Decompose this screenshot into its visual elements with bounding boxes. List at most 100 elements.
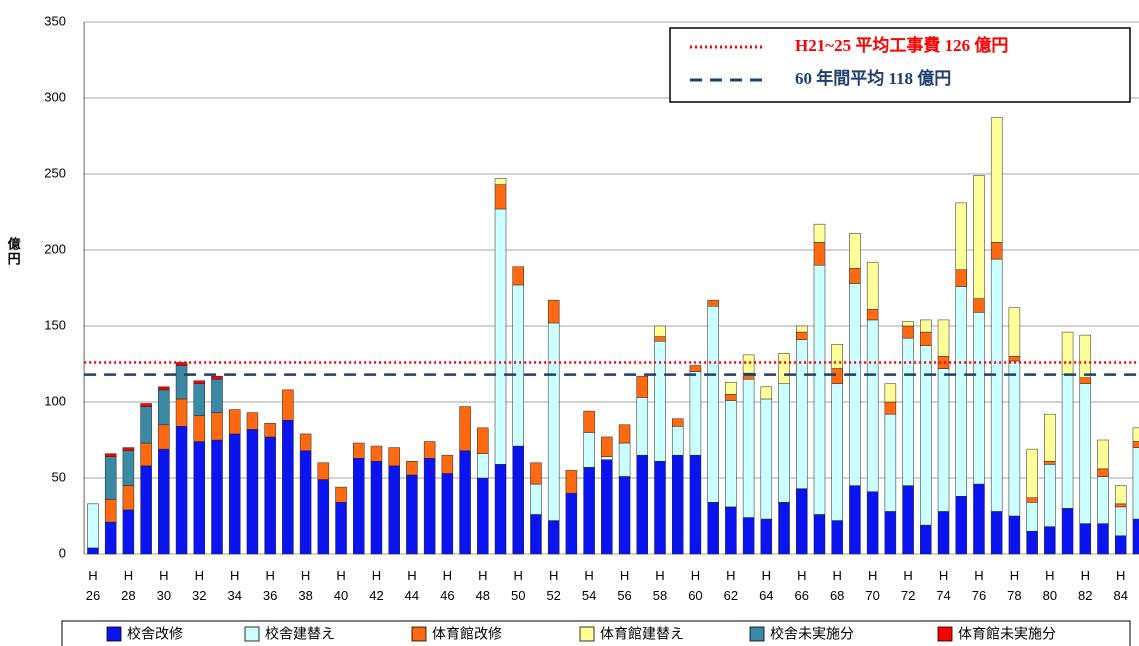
bar-segment <box>955 269 967 287</box>
bar-segment <box>246 429 259 555</box>
x-tick-label: H 32 <box>192 568 206 603</box>
bar-segment <box>158 386 170 391</box>
bar-segment <box>707 305 719 503</box>
bar-segment <box>530 514 542 555</box>
bar-segment <box>87 503 99 549</box>
y-tick-label: 200 <box>44 241 66 256</box>
legend-swatch <box>937 626 953 642</box>
bar-segment <box>920 319 932 333</box>
bar-segment <box>441 473 454 555</box>
bar-segment <box>1097 476 1109 524</box>
bars <box>87 117 1139 555</box>
legend-swatch <box>579 626 595 642</box>
legend-label: 校舎未実施分 <box>770 626 854 642</box>
bar-segment <box>1044 464 1056 527</box>
bar-segment <box>831 520 843 555</box>
y-axis-label: 億円 <box>6 236 21 267</box>
bar-segment <box>1097 439 1109 470</box>
bar-segment <box>778 383 790 503</box>
bar-segment <box>636 397 649 456</box>
bar-segment <box>477 477 489 555</box>
bar-segment <box>317 462 330 480</box>
x-tick-label: H 74 <box>936 568 950 603</box>
bar-segment <box>175 362 188 366</box>
bar-segment <box>636 375 649 398</box>
bar-segment <box>441 454 454 474</box>
legend-label: H21~25 平均工事費 126 億円 <box>795 35 1008 55</box>
bar-segment <box>1026 502 1038 532</box>
bar-segment <box>1097 523 1109 555</box>
bar-segment <box>920 331 932 347</box>
bar-segment <box>494 208 507 465</box>
bar-segment <box>299 450 312 555</box>
bar-segment <box>1132 427 1139 442</box>
legend-label: 校舎改修 <box>127 626 183 642</box>
x-tick-label: H 76 <box>972 568 986 603</box>
bar-segment <box>122 450 135 486</box>
x-tick-label: H 64 <box>759 568 773 603</box>
bar-segment <box>1114 506 1127 537</box>
bar-segment <box>1008 360 1021 517</box>
bar-segment <box>512 266 524 286</box>
bar-segment <box>1114 503 1127 508</box>
legend-swatch <box>106 626 122 642</box>
x-tick-label: H 70 <box>865 568 879 603</box>
bar-segment <box>902 337 914 486</box>
bar-segment <box>494 178 507 185</box>
bar-segment <box>175 398 188 427</box>
bar-segment <box>955 202 967 271</box>
x-tick-label: H 26 <box>86 568 100 603</box>
legend-label: 校舎建替え <box>265 626 335 642</box>
bar-segment <box>583 432 595 468</box>
bar-segment <box>477 427 489 454</box>
x-tick-label: H 58 <box>653 568 667 603</box>
bar-segment <box>122 485 135 511</box>
bar-segment <box>1132 441 1139 448</box>
bar-segment <box>158 389 170 426</box>
bar-segment <box>1008 356 1021 362</box>
bar-segment <box>1079 377 1092 385</box>
bar-segment <box>494 184 507 210</box>
bar-segment <box>742 354 755 374</box>
bar-segment <box>849 267 861 284</box>
x-tick-label: H 62 <box>724 568 738 603</box>
bar-segment <box>601 459 613 555</box>
bar-segment <box>742 517 755 555</box>
bar-segment <box>583 410 595 433</box>
bar-segment <box>282 419 294 555</box>
bar-segment <box>866 319 879 492</box>
legend-label: 体育館未実施分 <box>958 626 1056 642</box>
x-tick-label: H 84 <box>1113 568 1127 603</box>
bar-segment <box>796 331 808 340</box>
bar-segment <box>990 511 1003 555</box>
bar-segment <box>973 483 985 555</box>
bar-segment <box>1026 448 1038 499</box>
bar-segment <box>1114 535 1127 555</box>
bar-segment <box>884 383 897 403</box>
bar-segment <box>689 371 702 456</box>
bar-segment <box>654 340 666 462</box>
bar-segment <box>583 467 595 555</box>
bar-segment <box>370 461 383 555</box>
x-tick-label: H 52 <box>546 568 560 603</box>
bar-segment <box>175 365 188 400</box>
bar-segment <box>1008 307 1021 357</box>
bar-segment <box>902 485 914 555</box>
legend-label: 体育館建替え <box>600 626 684 642</box>
bar-segment <box>990 242 1003 260</box>
bar-segment <box>335 502 347 555</box>
bar-segment <box>104 453 117 457</box>
bar-segment <box>760 398 773 520</box>
bar-segment <box>973 312 985 485</box>
x-tick-label: H 56 <box>617 568 631 603</box>
bar-segment <box>140 406 152 444</box>
bar-segment <box>760 386 773 400</box>
bar-segment <box>530 483 542 515</box>
x-tick-label: H 42 <box>369 568 383 603</box>
bar-segment <box>1026 530 1038 555</box>
bar-segment <box>955 286 967 497</box>
bar-segment <box>423 441 436 459</box>
bar-segment <box>866 261 879 310</box>
bar-segment <box>406 474 418 555</box>
